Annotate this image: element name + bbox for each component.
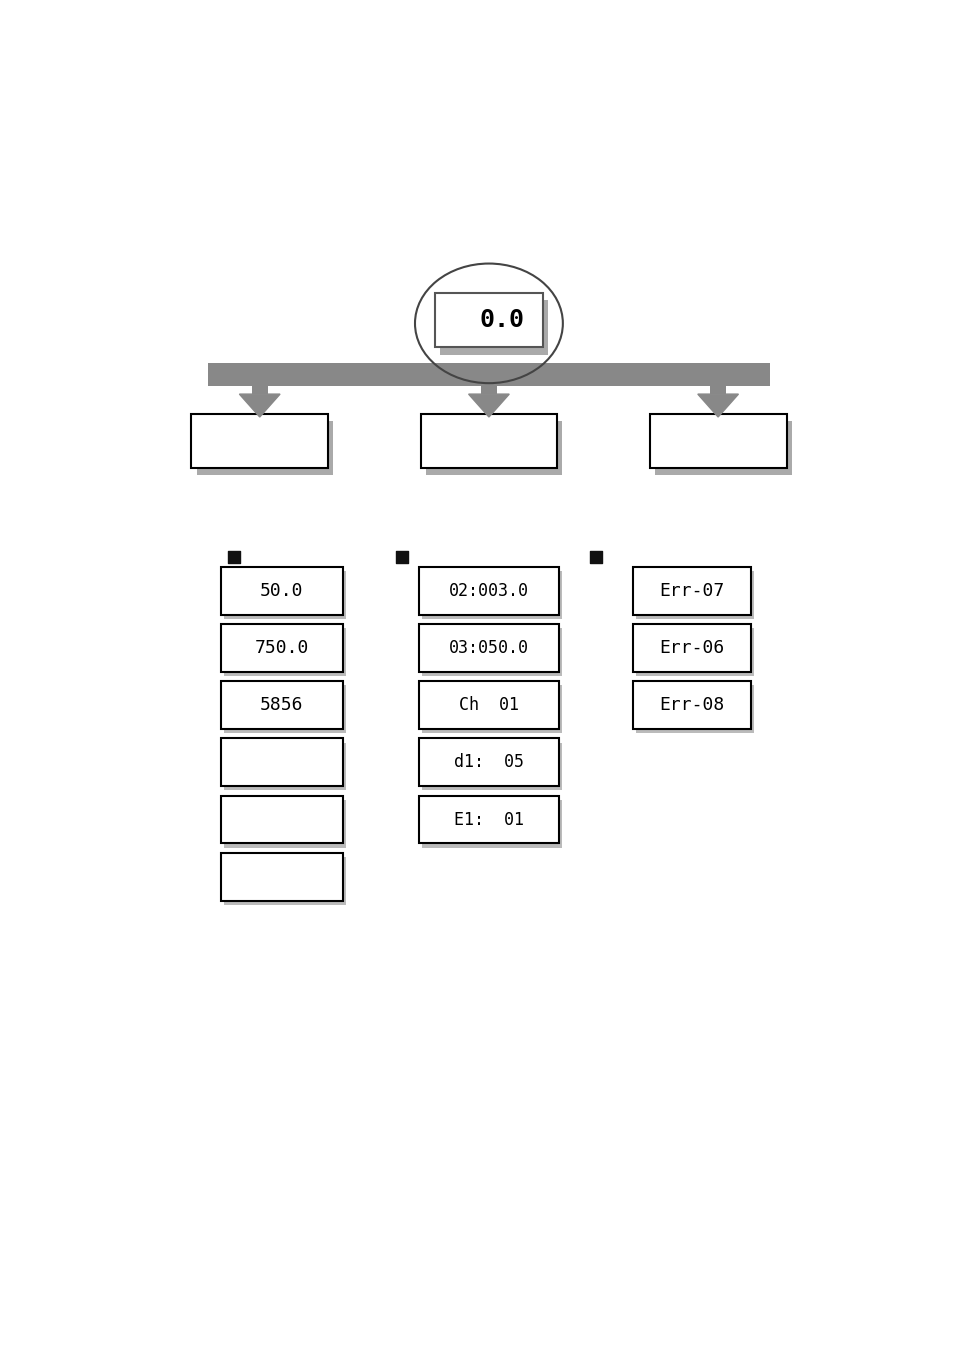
FancyBboxPatch shape (252, 386, 268, 394)
Polygon shape (468, 394, 509, 417)
FancyBboxPatch shape (224, 628, 346, 676)
Polygon shape (697, 394, 738, 417)
FancyBboxPatch shape (425, 422, 562, 476)
Point (588, 547, 603, 569)
FancyBboxPatch shape (418, 567, 558, 615)
FancyBboxPatch shape (421, 800, 561, 847)
FancyBboxPatch shape (221, 739, 342, 786)
FancyBboxPatch shape (196, 422, 333, 476)
FancyBboxPatch shape (224, 571, 346, 619)
FancyBboxPatch shape (221, 624, 342, 671)
FancyBboxPatch shape (224, 800, 346, 847)
FancyBboxPatch shape (654, 422, 791, 476)
FancyBboxPatch shape (633, 624, 751, 671)
Text: Err-06: Err-06 (659, 639, 724, 657)
FancyBboxPatch shape (192, 413, 328, 467)
FancyBboxPatch shape (440, 300, 547, 354)
FancyBboxPatch shape (224, 685, 346, 734)
FancyBboxPatch shape (221, 567, 342, 615)
FancyBboxPatch shape (418, 624, 558, 671)
FancyBboxPatch shape (633, 681, 751, 730)
FancyBboxPatch shape (709, 386, 725, 394)
FancyBboxPatch shape (636, 685, 754, 734)
Text: 0.0: 0.0 (479, 308, 524, 332)
Text: E1:  01: E1: 01 (454, 811, 523, 828)
Text: 750.0: 750.0 (254, 639, 309, 657)
Text: Ch  01: Ch 01 (458, 696, 518, 715)
FancyBboxPatch shape (421, 571, 561, 619)
FancyBboxPatch shape (649, 413, 785, 467)
Text: Err-08: Err-08 (659, 696, 724, 715)
FancyBboxPatch shape (224, 857, 346, 905)
Text: 02:003.0: 02:003.0 (449, 582, 528, 600)
FancyBboxPatch shape (633, 567, 751, 615)
FancyBboxPatch shape (421, 685, 561, 734)
FancyBboxPatch shape (418, 796, 558, 843)
Text: 50.0: 50.0 (260, 582, 303, 600)
FancyBboxPatch shape (420, 413, 557, 467)
FancyBboxPatch shape (636, 571, 754, 619)
FancyBboxPatch shape (221, 681, 342, 730)
FancyBboxPatch shape (221, 852, 342, 901)
FancyBboxPatch shape (435, 293, 542, 347)
FancyBboxPatch shape (208, 363, 769, 386)
FancyBboxPatch shape (418, 739, 558, 786)
FancyBboxPatch shape (221, 796, 342, 843)
FancyBboxPatch shape (480, 386, 497, 394)
Polygon shape (239, 394, 280, 417)
Point (395, 547, 410, 569)
FancyBboxPatch shape (636, 628, 754, 676)
Text: 5856: 5856 (260, 696, 303, 715)
FancyBboxPatch shape (224, 743, 346, 790)
Text: d1:  05: d1: 05 (454, 754, 523, 771)
Point (226, 547, 241, 569)
FancyBboxPatch shape (421, 628, 561, 676)
FancyBboxPatch shape (418, 681, 558, 730)
Text: 03:050.0: 03:050.0 (449, 639, 528, 657)
FancyBboxPatch shape (421, 743, 561, 790)
Text: Err-07: Err-07 (659, 582, 724, 600)
